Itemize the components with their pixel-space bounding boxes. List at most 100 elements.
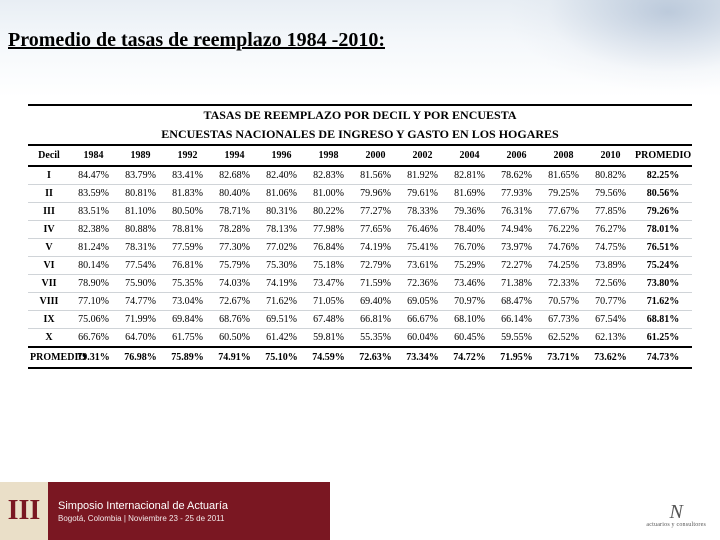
table-cell: 74.03% [211,275,258,293]
table-cell: 79.26% [634,203,692,221]
table-cell: 72.67% [211,293,258,311]
table-cell: 71.38% [493,275,540,293]
table-row: III83.51%81.10%80.50%78.71%80.31%80.22%7… [28,203,692,221]
table-cell: 71.62% [634,293,692,311]
table-cell: 69.84% [164,311,211,329]
footer-line-1: Simposio Internacional de Actuaría [58,500,228,512]
table-cell: 77.65% [352,221,399,239]
table-cell: 81.06% [258,185,305,203]
table-column-header: 2004 [446,146,493,166]
slide-title: Promedio de tasas de reemplazo 1984 -201… [8,28,385,53]
table-cell: 73.97% [493,239,540,257]
table-cell: 76.51% [634,239,692,257]
table-cell: I [28,166,70,185]
data-table-container: TASAS DE REEMPLAZO POR DECIL Y POR ENCUE… [28,104,692,369]
table-cell: 79.25% [540,185,587,203]
table-cell: 73.62% [587,347,634,368]
table-column-header: Decil [28,146,70,166]
table-cell: 71.95% [493,347,540,368]
footer-right-logo: N actuarios y consultores [646,502,706,528]
table-cell: 79.56% [587,185,634,203]
table-cell: 76.27% [587,221,634,239]
table-cell: 77.54% [117,257,164,275]
table-column-header: 2006 [493,146,540,166]
table-cell: 75.90% [117,275,164,293]
table-cell: 81.00% [305,185,352,203]
table-cell: 67.73% [540,311,587,329]
table-row: II83.59%80.81%81.83%80.40%81.06%81.00%79… [28,185,692,203]
table-cell: 82.68% [211,166,258,185]
table-cell: 66.14% [493,311,540,329]
table-cell: 72.33% [540,275,587,293]
table-row: I84.47%83.79%83.41%82.68%82.40%82.83%81.… [28,166,692,185]
table-cell: 59.81% [305,329,352,348]
table-cell: 74.75% [587,239,634,257]
table-cell: 81.56% [352,166,399,185]
table-cell: VII [28,275,70,293]
table-cell: 74.91% [211,347,258,368]
table-cell: 78.13% [258,221,305,239]
table-cell: 75.24% [634,257,692,275]
table-title-2: ENCUESTAS NACIONALES DE INGRESO Y GASTO … [28,125,692,146]
table-cell: 69.51% [258,311,305,329]
table-cell: 70.57% [540,293,587,311]
table-cell: 76.22% [540,221,587,239]
footer-line-2: Bogotá, Colombia | Noviembre 23 - 25 de … [58,514,228,523]
table-cell: 78.28% [211,221,258,239]
table-cell: 79.61% [399,185,446,203]
table-cell: 76.81% [164,257,211,275]
table-column-header: 2002 [399,146,446,166]
table-cell: 76.31% [493,203,540,221]
table-title-1: TASAS DE REEMPLAZO POR DECIL Y POR ENCUE… [28,104,692,125]
table-row: VI80.14%77.54%76.81%75.79%75.30%75.18%72… [28,257,692,275]
table-cell: 72.79% [352,257,399,275]
table-cell: 77.59% [164,239,211,257]
table-cell: 74.72% [446,347,493,368]
table-cell: 77.10% [70,293,117,311]
table-cell: 76.46% [399,221,446,239]
footer-roman-iii: III [0,482,48,540]
table-cell: 55.35% [352,329,399,348]
table-cell: 68.76% [211,311,258,329]
table-cell: 62.52% [540,329,587,348]
table-cell: VIII [28,293,70,311]
table-cell: 75.10% [258,347,305,368]
table-cell: 78.40% [446,221,493,239]
logo-letter: N [646,502,706,522]
table-cell: 83.51% [70,203,117,221]
table-cell: 70.97% [446,293,493,311]
table-cell: 72.36% [399,275,446,293]
table-cell: 78.81% [164,221,211,239]
table-row: VII78.90%75.90%75.35%74.03%74.19%73.47%7… [28,275,692,293]
table-cell: 67.54% [587,311,634,329]
table-column-header: 2008 [540,146,587,166]
table-cell: 68.47% [493,293,540,311]
table-cell: 61.42% [258,329,305,348]
table-cell: 80.56% [634,185,692,203]
table-cell: 64.70% [117,329,164,348]
table-cell: 75.30% [258,257,305,275]
table-cell: 84.47% [70,166,117,185]
table-cell: 74.19% [258,275,305,293]
table-cell: 78.71% [211,203,258,221]
table-column-header: 1996 [258,146,305,166]
table-cell: 60.04% [399,329,446,348]
table-cell: 82.25% [634,166,692,185]
table-cell: 71.62% [258,293,305,311]
table-cell: 60.45% [446,329,493,348]
table-cell: 68.81% [634,311,692,329]
table-cell: 77.02% [258,239,305,257]
table-cell: 61.75% [164,329,211,348]
table-cell: 80.82% [587,166,634,185]
table-cell: 71.59% [352,275,399,293]
table-cell: IX [28,311,70,329]
table-cell: 79.31% [70,347,117,368]
table-cell: PROMEDIO [28,347,70,368]
table-cell: 76.70% [446,239,493,257]
table-cell: 62.13% [587,329,634,348]
table-cell: 69.40% [352,293,399,311]
table-cell: 81.83% [164,185,211,203]
table-cell: 75.29% [446,257,493,275]
table-cell: 80.40% [211,185,258,203]
table-cell: 75.35% [164,275,211,293]
